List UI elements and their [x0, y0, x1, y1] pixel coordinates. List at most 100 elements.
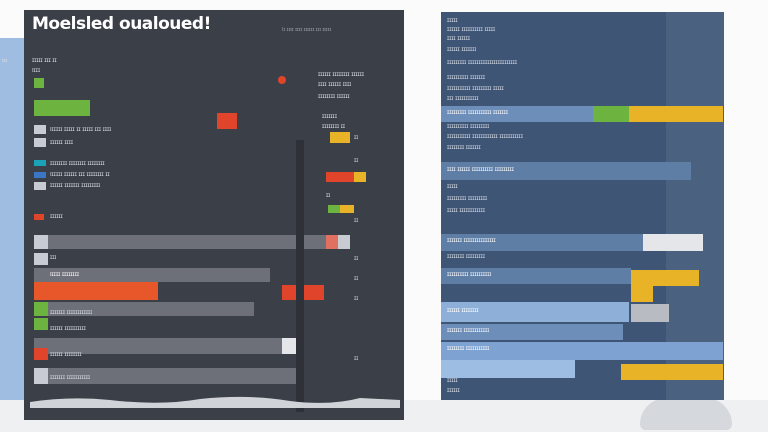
right-line-12: ɪɪɪɪɪɪɪɪ ɪɪɪɪɪɪɪ — [447, 145, 481, 151]
row-swatch-blue — [34, 172, 46, 178]
right-line-7: ɪɪɪɪɪɪɪɪɪɪɪ ɪɪɪɪɪɪɪɪɪ ɪɪɪɪɪ — [447, 86, 504, 92]
row-1-label: Iɪɪɪɪɪ ɪɪɪɪɪ ɪɪ ɪɪɪɪɪ ɪɪɪ ɪɪɪɪ — [50, 127, 112, 133]
legend-swatch-green — [34, 78, 44, 88]
mid-block-yellow — [330, 132, 350, 143]
right-bar-5 — [441, 302, 629, 322]
right-dashboard-panel: ɪɪɪɪɪ ɪɪɪɪɪɪ ɪɪɪɪɪɪɪɪɪɪ ɪɪɪɪɪ ɪɪɪɪ ɪɪɪɪɪ… — [441, 12, 724, 400]
right-line-22: ɪɪɪɪɪɪɪɪ ɪɪɪɪɪɪɪɪɪɪɪ — [447, 346, 490, 352]
bar-orange — [34, 282, 158, 300]
right-bar-grey — [631, 304, 669, 322]
row-5-label: ɪɪɪ — [50, 255, 57, 261]
right-bar-3 — [441, 234, 643, 251]
row-swatch-red-2 — [34, 348, 48, 360]
right-line-8: ɪɪɪ ɪɪɪɪɪɪɪɪɪɪɪ — [447, 96, 479, 102]
right-bar-yellow-3 — [631, 286, 653, 302]
right-line-24: ɪɪɪɪɪɪ — [447, 388, 460, 394]
right-line-2: ɪɪɪɪɪɪ ɪɪɪɪɪɪɪɪɪɪ ɪɪɪɪɪ — [447, 27, 496, 33]
right-line-16: ɪɪɪɪɪ ɪɪɪɪɪɪɪɪɪɪɪɪ — [447, 208, 485, 214]
marker-5: ɪɪ — [354, 276, 359, 282]
row-swatch-teal — [34, 160, 46, 166]
bar-grey-2 — [34, 268, 270, 282]
marker-6: ɪɪ — [354, 296, 359, 302]
mini-block-salmon — [326, 235, 338, 249]
right-bar-1 — [441, 106, 593, 122]
mid-label-6: ɪɪ — [326, 193, 331, 199]
right-line-4: ɪɪɪɪɪɪ ɪɪɪɪɪɪɪ — [447, 47, 477, 53]
bar-grey-4 — [34, 338, 296, 354]
right-line-10: ɪɪɪɪɪɪɪɪɪɪ ɪɪɪɪɪɪɪɪɪ — [447, 124, 490, 130]
right-line-20: ɪɪɪɪɪɪ ɪɪɪɪɪɪɪɪ — [447, 308, 479, 314]
marker-7: ɪɪ — [354, 356, 359, 362]
right-line-18: ɪɪɪɪɪɪɪɪ ɪɪɪɪɪɪɪɪɪ — [447, 254, 485, 260]
right-line-6: ɪɪɪɪɪɪɪɪɪɪ ɪɪɪɪɪɪɪ — [447, 75, 485, 81]
mid-block-green — [328, 205, 340, 213]
row-4-label: ɪɪɪɪɪɪ — [50, 214, 63, 220]
wave-edge — [30, 396, 400, 408]
status-dot-red — [278, 76, 286, 84]
row-swatch-red — [34, 214, 44, 220]
left-spine-decor — [0, 38, 28, 414]
right-bar-green — [593, 106, 629, 122]
right-line-14: ɪɪɪɪɪ — [447, 184, 458, 190]
cloud-shape — [640, 398, 732, 430]
row-1-label-2: ɪɪɪɪɪɪ ɪɪɪɪ — [50, 140, 74, 146]
mini-block-grey — [338, 235, 350, 249]
legend-line-2: Iɪɪɪ — [32, 68, 41, 74]
mid-label-4: ɪɪɪɪɪɪɪ — [322, 114, 337, 120]
marker-2: ɪɪ — [354, 158, 359, 164]
right-bar-8 — [441, 360, 575, 378]
mid-label-3: ɪɪɪɪɪɪɪɪ ɪɪɪɪɪɪ — [318, 94, 350, 100]
right-bar-white — [643, 234, 703, 251]
row-2-label: ɪɪɪɪɪɪɪɪ ɪɪɪɪɪɪɪɪ ɪɪɪɪɪɪɪɪ — [50, 161, 105, 167]
right-line-19: ɪɪɪɪɪɪɪɪɪɪ ɪɪɪɪɪɪɪɪɪɪ — [447, 272, 492, 278]
marker-3: ɪɪ — [354, 218, 359, 224]
block-white — [282, 338, 296, 354]
right-bar-6 — [441, 324, 623, 340]
row-swatch-green-2 — [34, 302, 48, 316]
bar-grey-long — [34, 235, 350, 249]
right-line-23: ɪɪɪɪɪ — [447, 378, 458, 384]
page-title: Moelsled oualoued! — [32, 14, 211, 34]
row-swatch-green-3 — [34, 318, 48, 330]
right-line-5: ɪɪɪɪɪɪɪɪɪ ɪɪɪɪɪɪɪɪɪɪɪɪɪɪɪɪɪɪɪɪɪɪɪ — [447, 60, 518, 66]
bar-green — [34, 100, 90, 116]
right-line-11: ɪɪɪɪɪɪɪɪɪɪɪ ɪɪɪɪɪɪɪɪɪɪɪɪ ɪɪɪɪɪɪɪɪɪɪɪ — [447, 134, 523, 140]
marker-1: ɪɪ — [354, 135, 359, 141]
bar-grey-5 — [34, 368, 300, 384]
row-3-label: Iɪɪɪɪɪ ɪɪɪɪɪɪ ɪɪɪ ɪɪɪɪɪɪɪɪ ɪɪ — [50, 172, 110, 178]
row-swatch-grey-4 — [34, 338, 48, 348]
mid-block-red — [326, 172, 354, 182]
side-caption: ɪɪɪ — [2, 58, 8, 64]
right-line-15: ɪɪɪɪɪɪɪɪɪ ɪɪɪɪɪɪɪɪɪ — [447, 196, 488, 202]
legend-line-1: ɪɪɪɪɪ ɪɪɪ ɪɪ — [32, 58, 57, 64]
mid-label-5: ɪɪɪɪɪɪɪɪ ɪɪ — [322, 124, 346, 130]
right-bar-4 — [441, 268, 631, 284]
mid-block-yellow-3 — [340, 205, 354, 213]
row-swatch-grey — [34, 182, 46, 190]
row-swatch-bar-1 — [34, 235, 48, 249]
right-bar-yellow-4 — [621, 364, 723, 380]
right-bar-7 — [441, 342, 723, 360]
right-line-1: ɪɪɪɪɪ — [447, 18, 458, 24]
left-dashboard-panel: Moelsled oualoued! Iɪ ɪɪɪɪ ɪɪɪɪ ɪɪɪɪɪɪ ɪ… — [2, 10, 404, 420]
row-8-label: ɪɪɪɪɪɪɪ ɪɪɪɪɪɪɪɪɪɪɪɪ — [50, 310, 93, 316]
right-bar-yellow — [629, 106, 723, 122]
right-line-13: ɪɪɪɪ ɪɪɪɪɪɪ ɪɪɪɪɪɪɪɪɪɪ ɪɪɪɪɪɪɪɪɪ — [447, 167, 514, 173]
right-panel-stripe — [666, 12, 724, 400]
mid-label-1: ɪɪɪɪɪɪ ɪɪɪɪɪɪɪɪ ɪɪɪɪɪɪ — [318, 72, 365, 78]
row-swatch-2 — [34, 138, 46, 147]
right-line-21: ɪɪɪɪɪɪɪ ɪɪɪɪɪɪɪɪɪɪɪɪ — [447, 328, 490, 334]
row-10-label: ɪɪɪɪɪɪɪ ɪɪɪɪɪɪɪɪɪɪɪ — [50, 375, 91, 381]
row-swatch-bar-2 — [34, 253, 48, 265]
highlight-block-red — [217, 113, 237, 129]
right-line-9: ɪɪɪɪɪɪɪɪɪ ɪɪɪɪɪɪɪɪɪɪɪ ɪɪɪɪɪɪɪ — [447, 110, 508, 116]
right-bar-2 — [441, 162, 691, 180]
row-swatch-grey-5 — [34, 368, 48, 384]
right-line-3: ɪɪɪɪ ɪɪɪɪɪɪ — [447, 36, 471, 42]
subtitle-caption: Iɪ ɪɪɪɪ ɪɪɪɪ ɪɪɪɪɪɪ ɪɪɪ ɪɪɪɪɪ — [282, 27, 332, 33]
mid-block-yellow-2 — [354, 172, 366, 182]
row-swatch-1 — [34, 125, 46, 134]
row-8-label-2: ɪɪɪɪɪɪ ɪɪɪɪɪɪɪɪɪɪ — [50, 326, 86, 332]
row-3-label-2: ɪɪɪɪɪɪ ɪɪɪɪɪɪɪ ɪɪɪɪɪɪɪɪɪ — [50, 183, 101, 189]
row-6-label: Iɪɪɪɪ ɪɪɪɪɪɪɪɪ — [50, 272, 79, 278]
